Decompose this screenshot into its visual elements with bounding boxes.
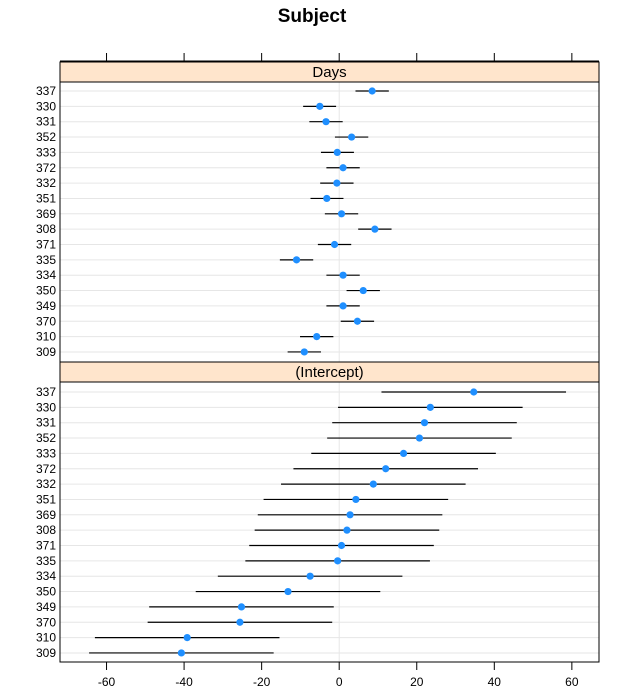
row-label: 330 bbox=[36, 400, 56, 414]
point-352 bbox=[415, 434, 424, 442]
point-371 bbox=[337, 541, 346, 550]
point-351 bbox=[352, 495, 360, 504]
row-label: 350 bbox=[36, 284, 56, 298]
chart-title: Subject bbox=[278, 6, 347, 27]
point-333 bbox=[333, 148, 341, 156]
point-309 bbox=[177, 649, 185, 657]
x-tick-label: -60 bbox=[98, 675, 116, 689]
row-label: 335 bbox=[36, 554, 56, 568]
point-372 bbox=[339, 164, 347, 172]
row-label: 349 bbox=[36, 299, 56, 313]
point-330 bbox=[426, 403, 434, 411]
row-label: 352 bbox=[36, 431, 56, 445]
row-label: 372 bbox=[36, 462, 56, 476]
point-350 bbox=[359, 286, 367, 295]
point-337 bbox=[470, 388, 478, 396]
point-308 bbox=[343, 526, 351, 534]
point-370 bbox=[236, 618, 244, 626]
x-tick-label: 0 bbox=[336, 675, 343, 689]
row-label: 372 bbox=[36, 161, 56, 175]
row-label: 337 bbox=[36, 84, 56, 98]
strip-label: Days bbox=[312, 64, 346, 81]
row-label: 309 bbox=[36, 345, 56, 359]
row-label: 332 bbox=[36, 477, 56, 491]
row-label: 332 bbox=[36, 176, 56, 190]
row-label: 370 bbox=[36, 314, 56, 328]
point-331 bbox=[322, 118, 330, 126]
row-label: 349 bbox=[36, 600, 56, 614]
row-label: 369 bbox=[36, 207, 56, 221]
row-label: 333 bbox=[36, 446, 56, 460]
point-350 bbox=[284, 587, 292, 596]
row-label: 334 bbox=[36, 268, 56, 282]
x-tick-label: 20 bbox=[410, 675, 424, 689]
row-label: 350 bbox=[36, 585, 56, 599]
point-349 bbox=[237, 603, 246, 611]
point-351 bbox=[323, 194, 331, 203]
point-349 bbox=[339, 302, 347, 310]
point-332 bbox=[333, 179, 341, 187]
point-337 bbox=[368, 87, 376, 95]
row-label: 337 bbox=[36, 385, 56, 399]
point-369 bbox=[346, 511, 354, 519]
point-371 bbox=[330, 240, 339, 249]
strip-label: (Intercept) bbox=[295, 364, 363, 381]
row-label: 331 bbox=[36, 416, 56, 430]
row-label: 369 bbox=[36, 508, 56, 522]
point-333 bbox=[399, 449, 408, 457]
row-label: 309 bbox=[36, 646, 56, 660]
point-334 bbox=[339, 271, 347, 279]
row-label: 351 bbox=[36, 492, 56, 506]
row-label: 352 bbox=[36, 130, 56, 144]
row-label: 371 bbox=[36, 539, 56, 553]
row-label: 333 bbox=[36, 145, 56, 159]
panel-frame-1 bbox=[59, 361, 600, 663]
panel-frame-0 bbox=[59, 61, 600, 363]
point-332 bbox=[369, 480, 377, 488]
point-352 bbox=[348, 133, 356, 141]
point-370 bbox=[353, 317, 362, 325]
row-label: 351 bbox=[36, 191, 56, 205]
point-335 bbox=[292, 256, 301, 264]
point-310 bbox=[183, 634, 191, 642]
point-308 bbox=[371, 225, 379, 233]
point-309 bbox=[300, 348, 308, 356]
point-369 bbox=[337, 210, 346, 218]
point-335 bbox=[334, 557, 342, 565]
x-tick-label: 40 bbox=[488, 675, 502, 689]
row-label: 308 bbox=[36, 222, 56, 236]
row-label: 310 bbox=[36, 631, 56, 645]
row-label: 331 bbox=[36, 115, 56, 129]
row-label: 334 bbox=[36, 569, 56, 583]
x-tick-label: -40 bbox=[175, 675, 193, 689]
point-331 bbox=[420, 419, 429, 427]
point-372 bbox=[382, 465, 390, 473]
point-334 bbox=[306, 572, 314, 580]
x-tick-label: -20 bbox=[253, 675, 271, 689]
row-label: 371 bbox=[36, 238, 56, 252]
row-label: 310 bbox=[36, 330, 56, 344]
row-label: 330 bbox=[36, 99, 56, 113]
x-tick-label: 60 bbox=[565, 675, 579, 689]
row-label: 308 bbox=[36, 523, 56, 537]
row-label: 335 bbox=[36, 253, 56, 267]
row-label: 370 bbox=[36, 615, 56, 629]
point-310 bbox=[313, 333, 321, 341]
point-330 bbox=[316, 102, 324, 110]
